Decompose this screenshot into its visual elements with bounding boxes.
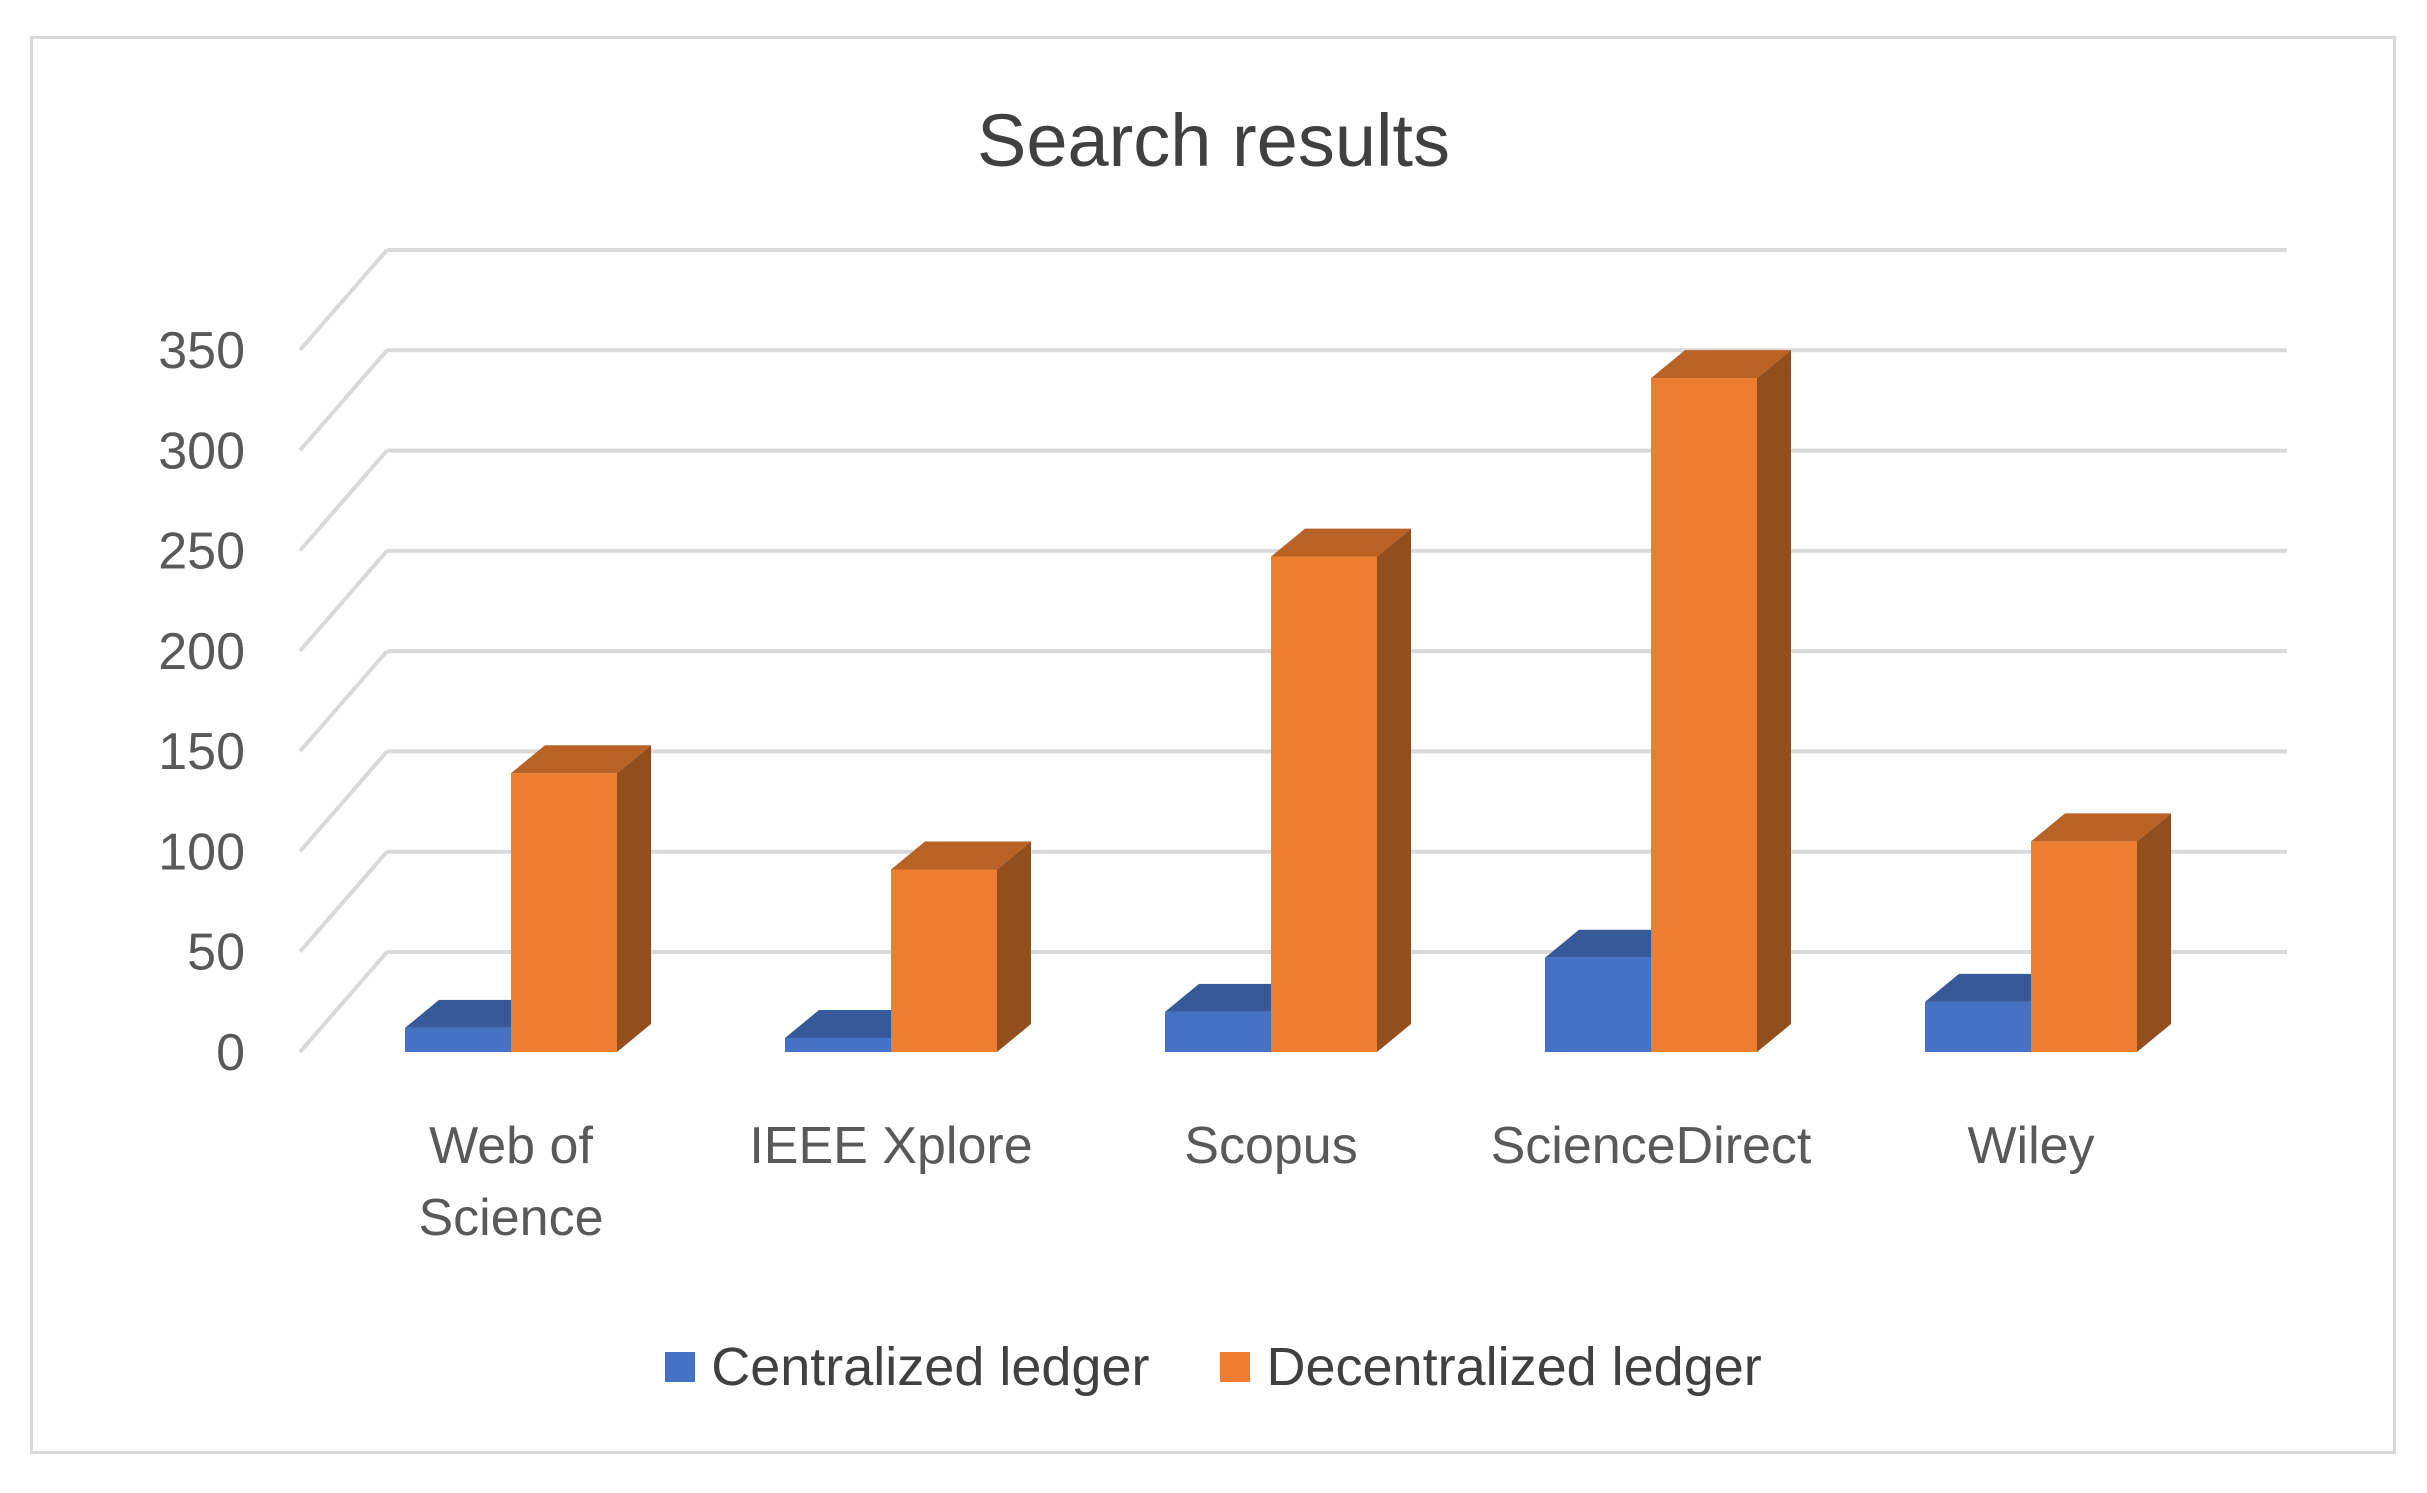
legend-swatch-centralized <box>665 1352 696 1382</box>
gridline-side-300 <box>298 348 389 452</box>
bar-1-1 <box>891 869 997 1052</box>
bar-top-0-4 <box>1925 973 2065 1002</box>
bar-top-0-0 <box>405 999 545 1028</box>
chart-legend: Centralized ledger Decentralized ledger <box>0 1333 2427 1398</box>
legend-item-decentralized: Decentralized ledger <box>1220 1336 1762 1398</box>
gridline-side-50 <box>298 850 389 954</box>
bar-1-3 <box>1651 378 1757 1053</box>
bar-top-0-2 <box>1165 983 1305 1012</box>
bar-0-0 <box>405 1027 511 1052</box>
x-tick-label-2: Scopus <box>1184 1117 1357 1175</box>
bar-0-1 <box>785 1037 891 1052</box>
gridline-side-100 <box>298 750 389 853</box>
legend-label-decentralized: Decentralized ledger <box>1266 1337 1762 1397</box>
chart-title: Search results <box>977 99 1450 182</box>
bar-top-1-4 <box>2031 813 2171 842</box>
x-tick-label-0-line1: Science <box>419 1189 604 1247</box>
x-tick-label-3: ScienceDirect <box>1491 1117 1812 1175</box>
gridline-side-350 <box>298 248 389 352</box>
bar-0-3 <box>1545 957 1651 1052</box>
y-tick-label-150: 150 <box>158 723 245 781</box>
bar-top-1-3 <box>1651 350 1791 379</box>
bar-0-4 <box>1925 1001 2031 1052</box>
gridline-side-200 <box>298 549 389 653</box>
y-tick-label-100: 100 <box>158 823 245 881</box>
gridline-side-0 <box>298 950 389 1054</box>
bar-top-1-1 <box>891 841 1031 870</box>
x-tick-label-1: IEEE Xplore <box>749 1117 1032 1175</box>
y-tick-label-50: 50 <box>187 924 245 982</box>
y-tick-label-0: 0 <box>216 1024 245 1082</box>
y-tick-label-250: 250 <box>158 523 245 581</box>
legend-item-centralized: Centralized ledger <box>665 1336 1149 1398</box>
bar-1-4 <box>2031 841 2137 1052</box>
y-tick-label-350: 350 <box>158 322 245 380</box>
x-tick-label-4: Wiley <box>1967 1117 2094 1175</box>
bar-side-1-2 <box>1377 528 1411 1052</box>
bar-top-1-0 <box>511 745 651 774</box>
y-tick-label-200: 200 <box>158 623 245 681</box>
bar-1-0 <box>511 773 617 1052</box>
gridline-side-250 <box>298 449 389 552</box>
bar-side-1-1 <box>997 841 1031 1052</box>
bar-0-2 <box>1165 1011 1271 1052</box>
bar-top-0-1 <box>785 1009 925 1038</box>
legend-label-centralized: Centralized ledger <box>711 1337 1150 1397</box>
bar-top-0-3 <box>1545 929 1685 958</box>
bar-side-1-4 <box>2137 813 2171 1052</box>
x-tick-label-0: Web of <box>429 1117 593 1175</box>
gridline-side-150 <box>298 649 389 753</box>
bar-1-2 <box>1271 556 1377 1052</box>
bar-side-1-0 <box>617 745 651 1052</box>
chart-frame <box>30 36 2396 1454</box>
bar-top-1-2 <box>1271 528 1411 557</box>
legend-swatch-decentralized <box>1220 1352 1251 1382</box>
y-tick-label-300: 300 <box>158 422 245 480</box>
bar-side-1-3 <box>1757 350 1791 1053</box>
